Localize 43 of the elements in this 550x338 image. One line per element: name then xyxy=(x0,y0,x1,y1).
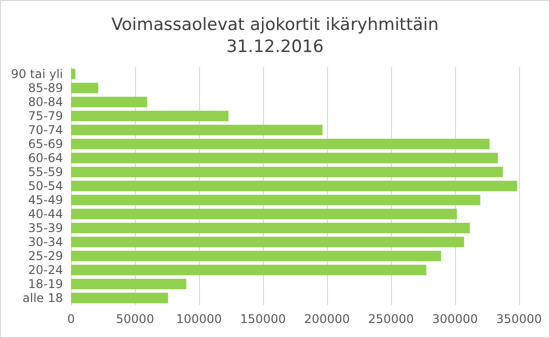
bar xyxy=(71,180,518,192)
bar xyxy=(71,82,98,94)
bar xyxy=(71,278,186,290)
x-tick-label: 150000 xyxy=(240,312,286,326)
bar xyxy=(71,138,490,150)
bar xyxy=(71,236,464,248)
y-tick-label: 60-64 xyxy=(28,151,63,165)
x-tick-label: 100000 xyxy=(176,312,222,326)
chart-title: Voimassaolevat ajokortit ikäryhmittäin 31.12.2016 xyxy=(111,15,439,57)
y-tick-label: 90 tai yli xyxy=(10,67,63,81)
y-tick-label: 65-69 xyxy=(28,137,63,151)
y-tick-label: 50-54 xyxy=(28,179,63,193)
y-tick-label: 80-84 xyxy=(28,95,63,109)
y-tick-label: 25-29 xyxy=(28,249,63,263)
bar xyxy=(71,96,148,108)
y-tick-label: 85-89 xyxy=(28,81,63,95)
bar xyxy=(71,110,228,122)
y-tick-label: 70-74 xyxy=(28,123,63,137)
bar xyxy=(71,166,503,178)
y-tick-label: 35-39 xyxy=(28,221,63,235)
y-tick-label: 55-59 xyxy=(28,165,63,179)
x-tick-label: 0 xyxy=(67,312,75,326)
y-tick-label: alle 18 xyxy=(22,291,63,305)
x-tick-label: 200000 xyxy=(304,312,350,326)
y-tick-label: 20-24 xyxy=(28,263,63,277)
y-tick-label: 18-19 xyxy=(28,277,63,291)
bar xyxy=(71,152,498,164)
bar xyxy=(71,68,76,80)
bar xyxy=(71,222,470,234)
bar xyxy=(71,250,442,262)
x-tick-label: 300000 xyxy=(432,312,478,326)
bar xyxy=(71,208,457,220)
bar xyxy=(71,264,426,276)
bar xyxy=(71,292,168,304)
bar xyxy=(71,124,323,136)
y-tick-label: 40-44 xyxy=(28,207,63,221)
x-tick-label: 350000 xyxy=(496,312,542,326)
bar xyxy=(71,194,480,206)
y-tick-label: 75-79 xyxy=(28,109,63,123)
x-tick-label: 250000 xyxy=(368,312,414,326)
x-tick-label: 50000 xyxy=(116,312,154,326)
y-tick-label: 45-49 xyxy=(28,193,63,207)
y-tick-label: 30-34 xyxy=(28,235,63,249)
